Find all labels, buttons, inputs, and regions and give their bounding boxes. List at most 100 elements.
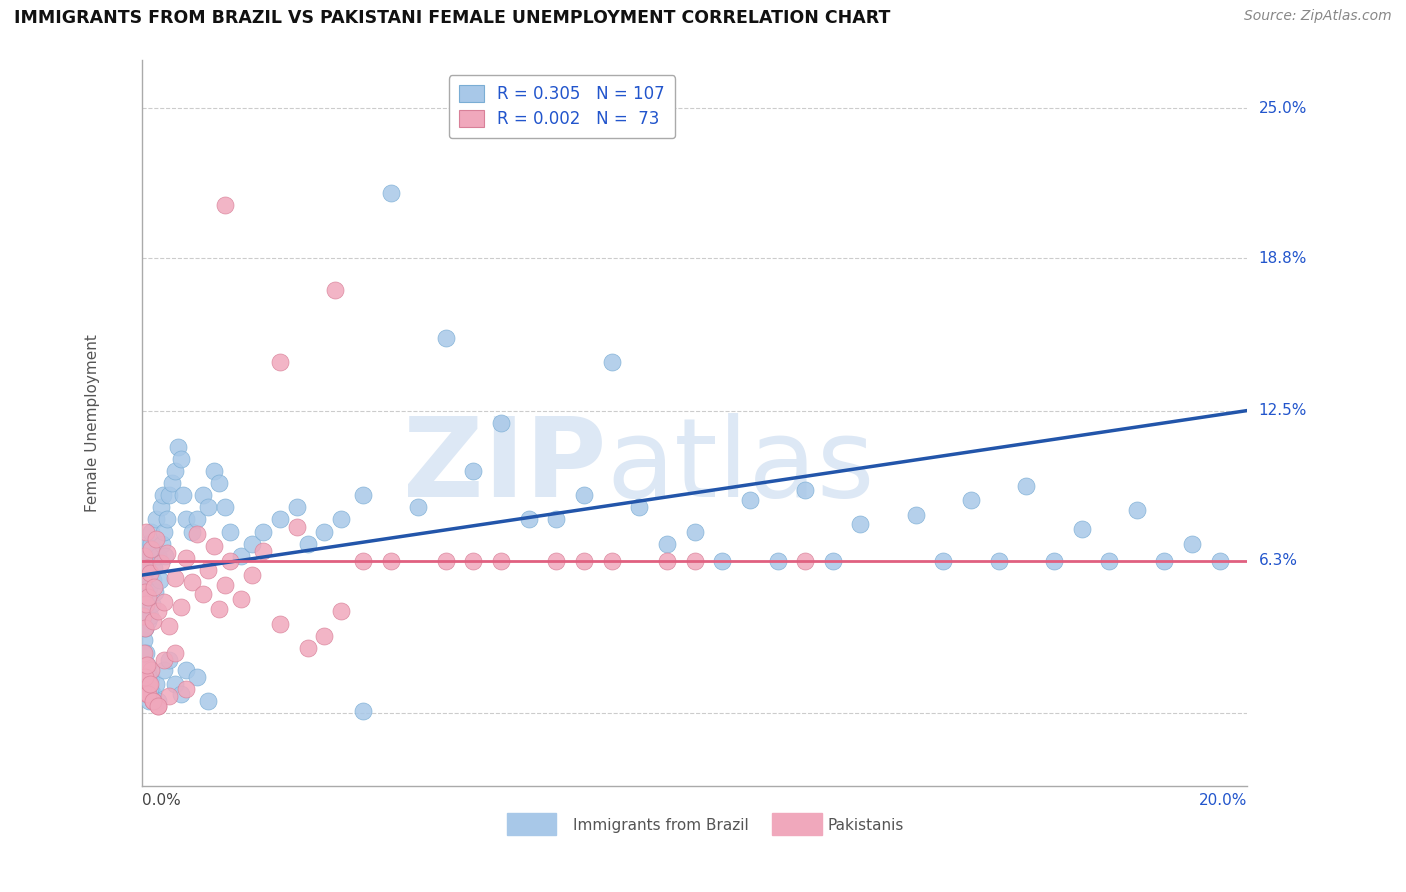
- Point: [153, 524, 176, 539]
- Point: [197, 563, 219, 577]
- Point: [269, 616, 291, 631]
- Point: [139, 663, 162, 677]
- Point: [821, 553, 844, 567]
- Point: [135, 549, 157, 563]
- Point: [138, 566, 160, 580]
- Point: [148, 698, 170, 713]
- Point: [139, 549, 162, 563]
- Point: [166, 440, 188, 454]
- Point: [134, 585, 156, 599]
- Text: 12.5%: 12.5%: [1258, 403, 1306, 418]
- Point: [134, 621, 156, 635]
- Point: [214, 578, 236, 592]
- Point: [138, 670, 160, 684]
- Point: [162, 476, 184, 491]
- Point: [186, 527, 208, 541]
- Point: [149, 500, 172, 515]
- Text: 20.0%: 20.0%: [1199, 793, 1247, 808]
- Point: [269, 355, 291, 369]
- Point: [132, 609, 155, 624]
- Text: 6.3%: 6.3%: [1258, 553, 1298, 568]
- Point: [600, 355, 623, 369]
- Point: [159, 653, 181, 667]
- Point: [163, 464, 186, 478]
- Point: [138, 687, 160, 701]
- Point: [794, 483, 817, 498]
- Point: [169, 599, 191, 614]
- Point: [252, 544, 274, 558]
- Point: [489, 553, 512, 567]
- Point: [152, 488, 174, 502]
- Point: [142, 573, 165, 587]
- Point: [148, 573, 170, 587]
- Point: [352, 488, 374, 502]
- Point: [138, 614, 160, 628]
- Text: Immigrants from Brazil: Immigrants from Brazil: [574, 818, 749, 833]
- Point: [135, 524, 157, 539]
- Point: [352, 704, 374, 718]
- Point: [141, 597, 163, 611]
- Point: [352, 553, 374, 567]
- Point: [1209, 553, 1232, 567]
- Point: [655, 536, 678, 550]
- Point: [148, 698, 170, 713]
- Point: [150, 536, 173, 550]
- Point: [932, 553, 955, 567]
- Point: [134, 585, 156, 599]
- Text: Female Unemployment: Female Unemployment: [84, 334, 100, 512]
- Point: [285, 519, 308, 533]
- Point: [132, 609, 155, 624]
- Point: [1070, 522, 1092, 536]
- Point: [214, 500, 236, 515]
- Point: [132, 549, 155, 563]
- Point: [134, 670, 156, 684]
- Point: [517, 512, 540, 526]
- Point: [1043, 553, 1066, 567]
- Point: [1015, 478, 1038, 492]
- Point: [191, 587, 214, 601]
- Point: [142, 694, 165, 708]
- Point: [145, 532, 167, 546]
- Point: [172, 488, 194, 502]
- Point: [546, 553, 568, 567]
- Text: 0.0%: 0.0%: [142, 793, 180, 808]
- Legend: R = 0.305   N = 107, R = 0.002   N =  73: R = 0.305 N = 107, R = 0.002 N = 73: [449, 75, 675, 138]
- Point: [132, 633, 155, 648]
- Point: [1126, 503, 1149, 517]
- Point: [143, 585, 166, 599]
- Point: [1181, 536, 1204, 550]
- Point: [1153, 553, 1175, 567]
- Text: 18.8%: 18.8%: [1258, 251, 1306, 266]
- Point: [208, 602, 231, 616]
- Point: [136, 561, 159, 575]
- Point: [142, 694, 165, 708]
- Point: [1098, 553, 1121, 567]
- Point: [174, 663, 197, 677]
- Text: IMMIGRANTS FROM BRAZIL VS PAKISTANI FEMALE UNEMPLOYMENT CORRELATION CHART: IMMIGRANTS FROM BRAZIL VS PAKISTANI FEMA…: [14, 9, 890, 27]
- Point: [142, 687, 165, 701]
- Point: [849, 517, 872, 532]
- Point: [285, 500, 308, 515]
- Point: [150, 556, 173, 570]
- Point: [231, 592, 253, 607]
- Point: [380, 186, 402, 200]
- Point: [156, 546, 179, 560]
- Point: [202, 539, 225, 553]
- Point: [132, 681, 155, 696]
- Point: [960, 493, 983, 508]
- Point: [163, 570, 186, 584]
- Point: [186, 512, 208, 526]
- Point: [135, 536, 157, 550]
- Point: [153, 595, 176, 609]
- Point: [136, 657, 159, 672]
- Point: [145, 512, 167, 526]
- Point: [159, 689, 181, 703]
- Point: [572, 553, 595, 567]
- Point: [329, 604, 352, 618]
- Point: [489, 416, 512, 430]
- Point: [197, 694, 219, 708]
- Point: [132, 646, 155, 660]
- Point: [138, 677, 160, 691]
- Point: [134, 670, 156, 684]
- Point: [169, 452, 191, 467]
